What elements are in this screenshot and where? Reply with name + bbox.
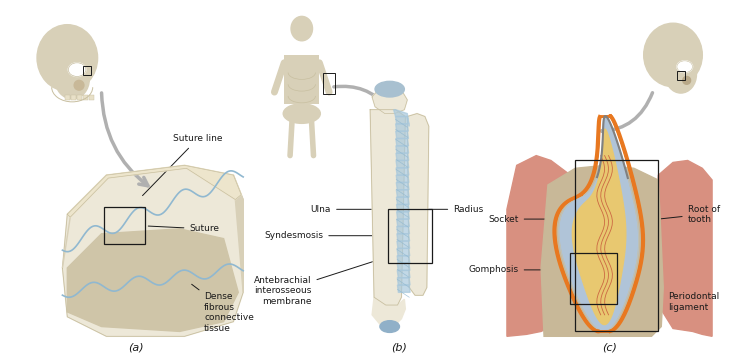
Bar (83, 95, 87, 100)
Polygon shape (372, 84, 407, 114)
Polygon shape (397, 248, 409, 256)
Polygon shape (396, 131, 409, 139)
Polygon shape (63, 165, 243, 336)
Text: Suture line: Suture line (143, 135, 222, 196)
Polygon shape (397, 285, 410, 292)
Polygon shape (234, 175, 243, 292)
Bar (89, 95, 93, 100)
Ellipse shape (683, 77, 691, 84)
Polygon shape (397, 256, 410, 263)
Ellipse shape (665, 56, 697, 93)
Ellipse shape (644, 23, 702, 87)
Ellipse shape (37, 25, 97, 91)
Bar (677, 71, 685, 81)
Text: Root of
tooth: Root of tooth (661, 204, 720, 224)
Polygon shape (370, 110, 406, 305)
Text: Syndesmosis: Syndesmosis (264, 231, 385, 240)
Polygon shape (397, 212, 409, 219)
Polygon shape (397, 204, 409, 212)
Polygon shape (541, 165, 664, 336)
Polygon shape (397, 241, 409, 248)
Polygon shape (396, 161, 409, 168)
Polygon shape (396, 139, 409, 146)
Polygon shape (67, 165, 241, 217)
Polygon shape (396, 175, 409, 182)
Polygon shape (372, 297, 406, 327)
Polygon shape (396, 153, 409, 161)
Ellipse shape (69, 63, 86, 77)
Polygon shape (572, 129, 626, 325)
Polygon shape (397, 190, 409, 197)
Ellipse shape (74, 81, 84, 90)
Text: (c): (c) (602, 343, 617, 353)
Text: (a): (a) (128, 343, 143, 353)
Polygon shape (394, 110, 409, 126)
Ellipse shape (284, 104, 320, 123)
Bar (71, 95, 76, 100)
Polygon shape (396, 117, 408, 124)
Ellipse shape (55, 60, 89, 99)
Bar (571, 253, 618, 304)
Bar (83, 66, 90, 75)
Polygon shape (559, 116, 639, 331)
Text: Gomphosis: Gomphosis (468, 265, 571, 274)
Ellipse shape (375, 81, 404, 97)
Text: Suture: Suture (149, 224, 219, 233)
Bar (575, 161, 658, 331)
Bar (66, 95, 70, 100)
Polygon shape (397, 234, 409, 241)
Polygon shape (397, 263, 410, 270)
Polygon shape (396, 168, 409, 175)
Bar (77, 95, 82, 100)
Polygon shape (63, 217, 70, 268)
Polygon shape (397, 197, 409, 204)
Text: (b): (b) (391, 343, 407, 353)
Text: Ulna: Ulna (311, 205, 383, 214)
Polygon shape (397, 182, 409, 190)
Polygon shape (67, 229, 238, 331)
Polygon shape (407, 114, 429, 295)
Polygon shape (396, 146, 409, 153)
Ellipse shape (291, 16, 312, 41)
Ellipse shape (380, 321, 400, 332)
Polygon shape (507, 156, 571, 336)
Text: Periodontal
ligament: Periodontal ligament (645, 292, 719, 312)
Bar (323, 73, 335, 94)
Bar (284, 55, 320, 104)
Polygon shape (397, 278, 410, 285)
Bar (388, 209, 432, 263)
Polygon shape (397, 270, 410, 278)
Polygon shape (654, 161, 712, 336)
Ellipse shape (677, 61, 692, 73)
Polygon shape (396, 124, 409, 131)
Polygon shape (397, 219, 409, 226)
Text: Socket: Socket (489, 214, 555, 223)
Bar (105, 207, 146, 244)
Text: Dense
fibrous
connective
tissue: Dense fibrous connective tissue (192, 284, 254, 332)
Polygon shape (397, 226, 409, 234)
Text: Radius: Radius (421, 205, 483, 214)
Text: Antebrachial
interosseous
membrane: Antebrachial interosseous membrane (254, 257, 387, 305)
